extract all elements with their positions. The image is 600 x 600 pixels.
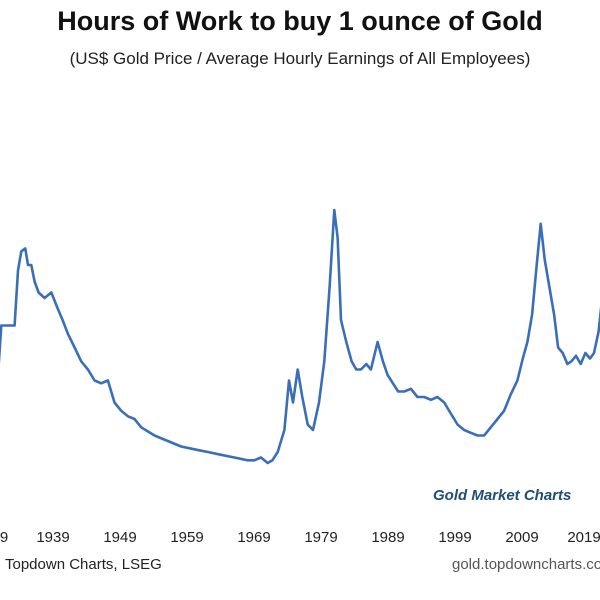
watermark-annotation: Gold Market Charts <box>433 487 571 504</box>
chart-title: Hours of Work to buy 1 ounce of Gold <box>57 6 543 36</box>
x-tick-label: 1959 <box>170 529 203 546</box>
x-tick-label: 1989 <box>371 529 404 546</box>
x-tick-label: 1939 <box>36 529 69 546</box>
x-tick-label: 2019 <box>567 529 600 546</box>
x-tick-label: 1999 <box>438 529 471 546</box>
x-tick-label: 2009 <box>505 529 538 546</box>
x-tick-label: 1949 <box>103 529 136 546</box>
chart-source: Topdown Charts, LSEG <box>5 556 162 573</box>
website-link[interactable]: gold.topdowncharts.com <box>452 556 600 573</box>
chart-subtitle: (US$ Gold Price / Average Hourly Earning… <box>69 49 531 68</box>
x-tick-label: 9 <box>0 529 8 546</box>
x-tick-label: 1969 <box>237 529 270 546</box>
series-line-0 <box>0 208 600 465</box>
x-tick-label: 1979 <box>304 529 337 546</box>
